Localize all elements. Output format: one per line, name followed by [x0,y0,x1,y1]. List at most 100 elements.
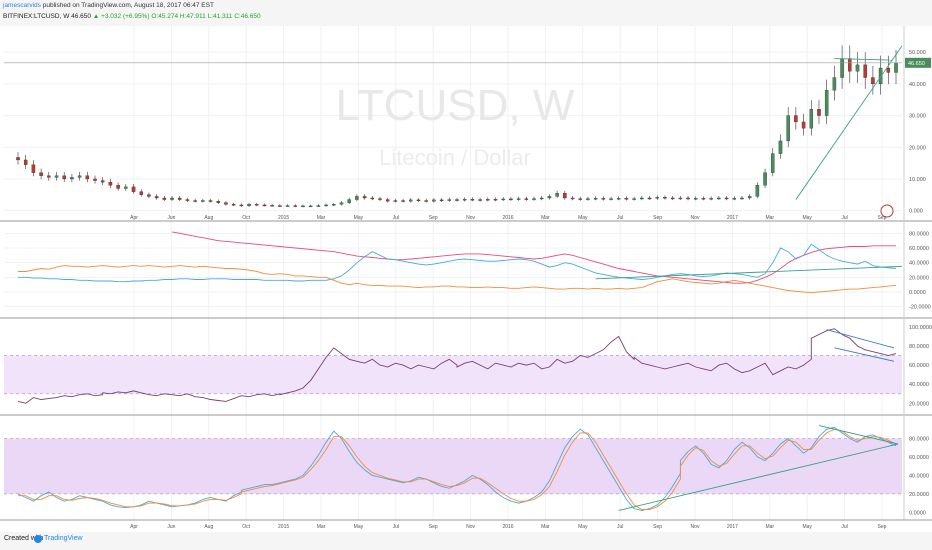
time-axis-tick-label: Mar [317,524,326,530]
stoch-tick-label: 0.0000 [909,510,926,516]
candle-body [177,197,182,200]
candle-body [539,197,544,200]
indicator-tick-label: 60.0000 [909,246,929,252]
time-tick-label: Jun [167,215,175,221]
time-tick-label: Jul [617,215,623,221]
candle-body [547,196,552,199]
candle-body [393,200,398,202]
candle-body [717,197,721,200]
tradingview-brand-link[interactable]: TradingView [44,535,83,542]
candle-body [139,191,143,195]
candle-body [378,198,382,200]
candle-body [332,204,336,206]
candle-body [93,178,97,181]
time-axis-tick-label: May [578,524,588,530]
resistance-trendline [834,58,893,61]
chart-canvas[interactable]: 0.000 10.000 20.000 30.000 40.000 50.000 LTCUS… [0,0,932,532]
time-axis-tick-label: 2017 [727,524,738,530]
candle-body [462,199,467,201]
candle-body [501,198,505,201]
candle-body [432,199,436,202]
symbol-watermark: LTCUSD, W [336,81,575,130]
price-tick-label: 30.000 [909,114,926,120]
candle-body [170,197,174,200]
candle-body [339,202,344,205]
candle-body [201,200,205,202]
candle-body [878,67,883,85]
candle-body [840,58,844,78]
price-tick-label: 10.000 [909,177,926,183]
time-tick-label: Apr [130,215,138,221]
stoch-tick-label: 20.0000 [909,492,929,498]
rsi-lower-trendline [834,347,895,362]
candle-body [39,172,43,176]
time-axis-tick-label: Oct [242,524,250,530]
price-tick-label: 0.000 [909,209,923,215]
rsi-upper-trendline [826,329,895,349]
candle-body [886,67,891,73]
candle-body [301,205,305,208]
stoch-tick-label: 60.0000 [909,455,929,461]
stoch-band [4,438,902,494]
last-price-value: 46.650 [908,61,925,67]
time-axis-tick-label: Aug [204,524,213,530]
candle-body [62,175,66,180]
indicator-tick-label: 80.0000 [909,231,929,237]
rsi-tick-label: 80.0000 [909,344,929,350]
candle-body [794,115,798,123]
candle-body [347,199,351,203]
candle-body [563,193,567,199]
candle-body [670,197,675,200]
time-axis-tick-label: Jun [167,524,175,530]
time-axis-tick-label: Nov [691,524,700,530]
candle-body [85,175,90,180]
candle-body [47,175,51,178]
candle-body [131,186,136,192]
candle-body [824,90,829,116]
indicator-series-line [171,231,896,284]
candle-body [293,205,298,207]
candle-body [16,157,20,161]
candle-body [54,175,59,178]
support-trendline [795,45,903,200]
candle-body [193,200,197,202]
indicator-trendline [595,265,903,280]
time-tick-label: Sep [429,215,438,221]
candle-body [224,202,228,205]
indicator-tick-label: 40.0000 [909,261,929,267]
candle-body [424,200,428,202]
author-link[interactable]: jamescarvids [3,2,41,9]
candle-body [439,199,444,202]
candle-body [23,159,28,165]
candle-body [285,205,290,207]
time-axis-tick-label: Jul [841,524,847,530]
candle-body [516,198,521,200]
stoch-resistance-trendline [818,425,899,445]
candle-body [894,62,898,73]
candle-body [316,205,321,207]
candle-body [593,198,598,200]
candle-body [763,172,767,186]
candle-body [31,164,36,173]
price-tick-label: 50.000 [909,50,926,56]
indicator-series-line [18,265,897,294]
candle-body [185,199,190,201]
created-with-label: Created with [4,535,44,542]
candle-body [324,204,328,207]
candle-body [778,140,783,154]
candle-body [455,199,459,201]
candle-body [555,193,559,197]
time-tick-label: Nov [466,215,475,221]
candle-body [308,205,313,208]
ohlc-values: O:45.274 H:47.911 L:41.311 C:46.650 [151,13,261,20]
stoch-tick-label: 40.0000 [909,473,929,479]
candle-body [694,198,698,200]
candle-body [401,200,405,202]
candle-body [108,181,113,186]
rsi-series-line [17,328,897,404]
stoch-series-line [18,428,897,510]
indicator-tick-label: 20.0000 [909,275,929,281]
candle-body [863,64,867,78]
time-tick-label: May [802,215,812,221]
stoch-support-trendline [618,443,899,511]
